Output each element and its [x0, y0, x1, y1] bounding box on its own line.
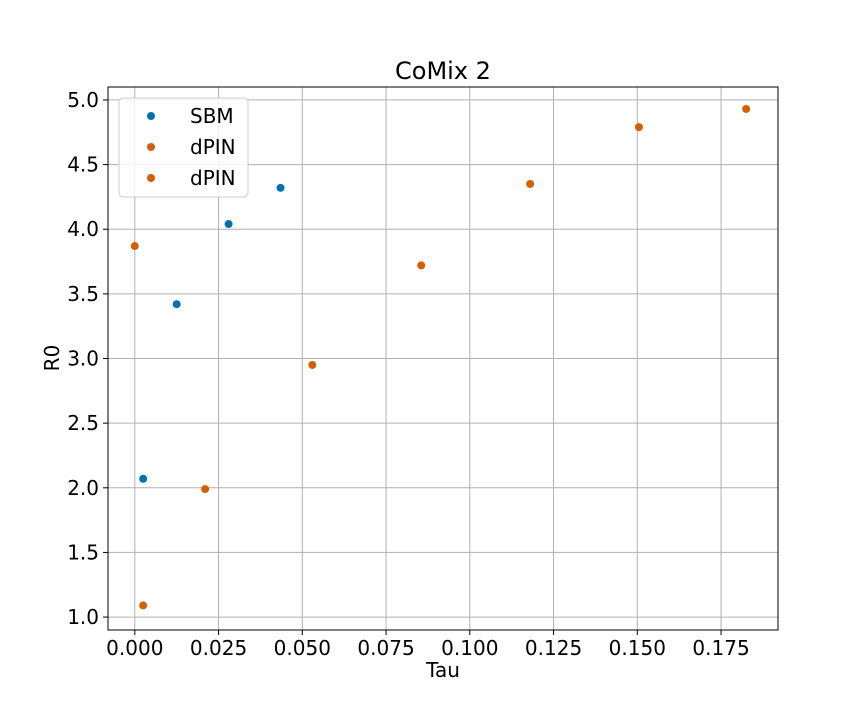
- x-tick-label: 0.125: [525, 636, 582, 660]
- data-point-series-1: [308, 360, 317, 369]
- data-point-series-0: [139, 474, 148, 483]
- x-tick-label: 0.025: [190, 636, 247, 660]
- data-point-series-1: [139, 601, 148, 610]
- y-tick-label: 5.0: [67, 88, 99, 112]
- y-tick-label: 1.5: [67, 540, 99, 564]
- data-point-series-2: [130, 242, 139, 251]
- y-tick-label: 1.0: [67, 605, 99, 629]
- legend-marker-sbm: [147, 112, 155, 120]
- y-tick-label: 3.5: [67, 282, 99, 306]
- y-axis-label: R0: [40, 345, 64, 372]
- legend-label-dpin: dPIN: [190, 135, 236, 159]
- legend: SBM dPIN dPIN: [118, 97, 249, 198]
- x-tick-label: 0.100: [441, 636, 498, 660]
- data-point-series-1: [634, 123, 643, 132]
- chart-title: CoMix 2: [395, 57, 491, 85]
- x-tick-label: 0.050: [274, 636, 331, 660]
- x-axis-label: Tau: [425, 658, 460, 682]
- x-axis: 0.000 0.025 0.050 0.075 0.100 0.125 0.150 0.175: [106, 630, 750, 660]
- y-tick-label: 2.5: [67, 411, 99, 435]
- data-point-series-1: [526, 179, 535, 188]
- data-point-series-1: [417, 261, 426, 270]
- y-axis: 1.0 1.5 2.0 2.5 3.0 3.5 4.0 4.5 5.0: [67, 88, 108, 629]
- data-point-series-1: [201, 485, 210, 494]
- data-point-series-0: [172, 300, 181, 309]
- y-tick-label: 4.5: [67, 153, 99, 177]
- x-tick-label: 0.075: [357, 636, 414, 660]
- y-tick-label: 3.0: [67, 347, 99, 371]
- legend-label-sbm: SBM: [190, 104, 234, 128]
- legend-marker-dpin: [147, 143, 155, 151]
- legend-frame: [118, 97, 249, 198]
- legend-label-dpin-2: dPIN: [190, 166, 236, 190]
- data-point-series-1: [742, 104, 751, 113]
- legend-marker-dpin-2: [147, 174, 155, 182]
- x-tick-label: 0.000: [106, 636, 163, 660]
- data-points: [130, 104, 751, 610]
- y-tick-label: 4.0: [67, 217, 99, 241]
- x-tick-label: 0.175: [692, 636, 749, 660]
- grid-lines: [108, 87, 778, 630]
- data-point-series-0: [224, 220, 233, 229]
- y-tick-label: 2.0: [67, 476, 99, 500]
- x-tick-label: 0.150: [609, 636, 666, 660]
- data-point-series-0: [276, 183, 285, 192]
